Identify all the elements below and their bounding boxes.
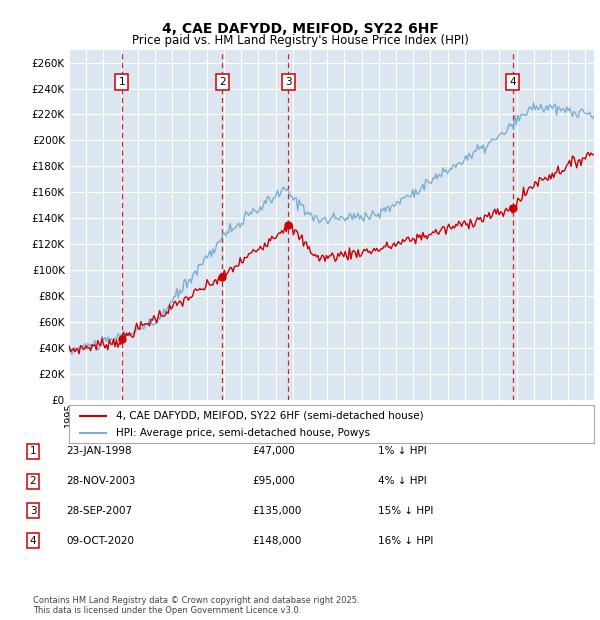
Text: 1: 1	[29, 446, 37, 456]
Text: 15% ↓ HPI: 15% ↓ HPI	[378, 506, 433, 516]
Text: 28-NOV-2003: 28-NOV-2003	[66, 476, 136, 486]
Text: £47,000: £47,000	[252, 446, 295, 456]
Text: 23-JAN-1998: 23-JAN-1998	[66, 446, 131, 456]
Text: 3: 3	[285, 77, 292, 87]
Text: Contains HM Land Registry data © Crown copyright and database right 2025.
This d: Contains HM Land Registry data © Crown c…	[33, 596, 359, 615]
Text: 4, CAE DAFYDD, MEIFOD, SY22 6HF: 4, CAE DAFYDD, MEIFOD, SY22 6HF	[161, 22, 439, 36]
Text: 1: 1	[118, 77, 125, 87]
Text: £135,000: £135,000	[252, 506, 301, 516]
Text: 28-SEP-2007: 28-SEP-2007	[66, 506, 132, 516]
Text: 4, CAE DAFYDD, MEIFOD, SY22 6HF (semi-detached house): 4, CAE DAFYDD, MEIFOD, SY22 6HF (semi-de…	[116, 410, 424, 420]
Text: £148,000: £148,000	[252, 536, 301, 546]
Text: 2: 2	[29, 476, 37, 486]
Text: 09-OCT-2020: 09-OCT-2020	[66, 536, 134, 546]
Text: £95,000: £95,000	[252, 476, 295, 486]
Text: 4: 4	[509, 77, 516, 87]
Text: 16% ↓ HPI: 16% ↓ HPI	[378, 536, 433, 546]
Text: 4: 4	[29, 536, 37, 546]
Text: Price paid vs. HM Land Registry's House Price Index (HPI): Price paid vs. HM Land Registry's House …	[131, 34, 469, 47]
Text: 3: 3	[29, 506, 37, 516]
Text: HPI: Average price, semi-detached house, Powys: HPI: Average price, semi-detached house,…	[116, 428, 370, 438]
Text: 4% ↓ HPI: 4% ↓ HPI	[378, 476, 427, 486]
Text: 1% ↓ HPI: 1% ↓ HPI	[378, 446, 427, 456]
Text: 2: 2	[219, 77, 226, 87]
